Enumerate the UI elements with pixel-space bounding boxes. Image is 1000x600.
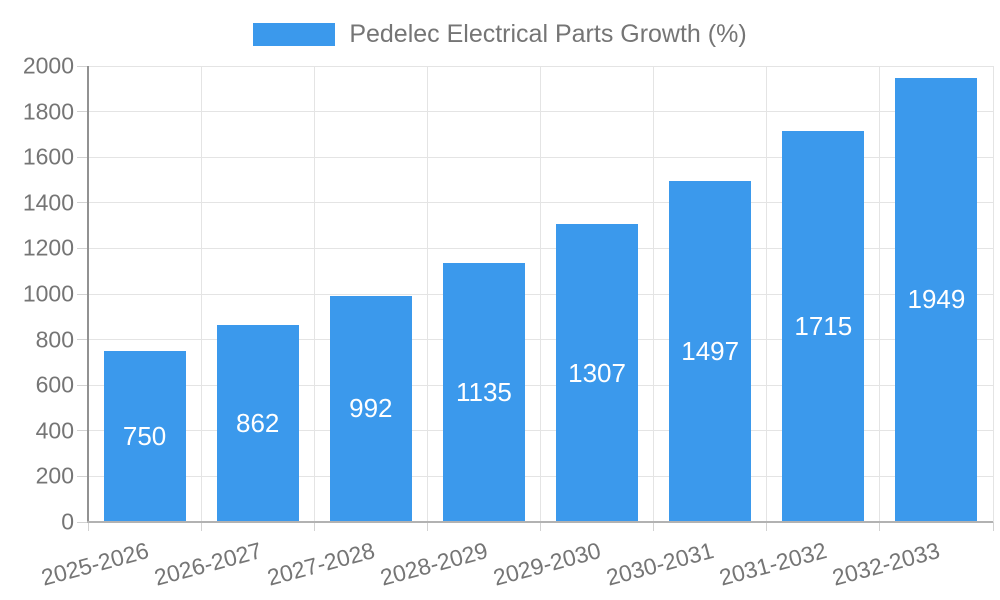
x-axis-tick	[766, 522, 768, 531]
x-axis-tick	[200, 522, 202, 531]
legend-swatch	[253, 23, 336, 46]
bar-value-label: 1497	[681, 335, 740, 366]
bar: 750	[103, 351, 186, 522]
y-tick-label: 1600	[22, 143, 74, 170]
y-axis-tick	[77, 339, 88, 341]
bar-value-label: 1135	[455, 377, 512, 408]
x-axis-tick	[540, 522, 541, 531]
bar-value-label: 992	[349, 393, 393, 424]
y-axis-tick	[77, 247, 88, 249]
x-tick-label: 2028-2029	[377, 537, 491, 591]
bar-value-label: 1949	[907, 284, 966, 315]
y-axis-tick	[77, 293, 88, 295]
x-gridline	[653, 66, 655, 522]
bar: 1497	[669, 180, 752, 522]
x-axis-tick	[653, 522, 655, 531]
x-tick-label: 2027-2028	[264, 537, 378, 591]
y-tick-label: 0	[61, 508, 74, 535]
y-axis-tick	[77, 384, 88, 386]
y-tick-label: 400	[35, 417, 74, 444]
bar: 1135	[442, 263, 525, 522]
x-tick-label: 2025-2026	[38, 537, 152, 591]
bar-value-label: 862	[235, 408, 280, 439]
x-axis-line	[87, 521, 993, 523]
bar: 1949	[895, 77, 978, 522]
y-axis-tick	[77, 475, 88, 477]
bar-value-label: 1715	[794, 310, 853, 341]
y-tick-label: 2000	[22, 52, 74, 79]
x-axis-tick	[879, 522, 881, 531]
bar-value-label: 1307	[568, 357, 626, 388]
y-axis-tick	[77, 430, 88, 432]
x-gridline	[426, 66, 428, 522]
bar-value-label: 750	[122, 421, 167, 451]
x-axis-tick	[87, 522, 89, 531]
bar: 992	[329, 295, 412, 522]
legend-label: Pedelec Electrical Parts Growth (%)	[349, 20, 747, 48]
y-axis-tick	[77, 156, 88, 158]
y-axis-tick	[77, 521, 88, 523]
x-axis-tick	[313, 522, 315, 531]
y-tick-label: 1800	[22, 98, 74, 125]
x-tick-label: 2026-2027	[151, 537, 265, 591]
x-gridline	[200, 66, 202, 522]
y-tick-label: 600	[35, 371, 74, 398]
y-tick-label: 200	[35, 462, 74, 489]
y-tick-label: 1200	[22, 234, 74, 261]
bar: 1307	[556, 224, 639, 522]
x-gridline	[879, 66, 881, 522]
y-axis-line	[87, 66, 89, 522]
x-gridline	[992, 66, 994, 522]
bar: 862	[216, 325, 299, 522]
y-axis-tick	[77, 202, 88, 204]
x-gridline	[766, 66, 768, 522]
x-tick-label: 2031-2032	[716, 537, 830, 591]
x-tick-label: 2032-2033	[829, 537, 943, 591]
bar: 1715	[782, 130, 865, 522]
y-axis-tick	[77, 65, 88, 67]
x-gridline	[313, 66, 315, 522]
x-axis-tick	[992, 522, 994, 531]
y-tick-label: 1000	[22, 280, 74, 307]
y-tick-label: 800	[35, 326, 74, 353]
legend: Pedelec Electrical Parts Growth (%)	[0, 20, 1000, 49]
x-tick-label: 2029-2030	[490, 537, 604, 591]
x-gridline	[540, 66, 541, 522]
x-axis-tick	[426, 522, 428, 531]
plot-area: 0 200 400 600 800 1000 1200 1400 1600 1800 2000 750…	[23, 54, 994, 591]
y-axis-tick	[77, 111, 88, 113]
x-tick-label: 2030-2031	[603, 537, 717, 591]
y-tick-label: 1400	[22, 189, 74, 216]
